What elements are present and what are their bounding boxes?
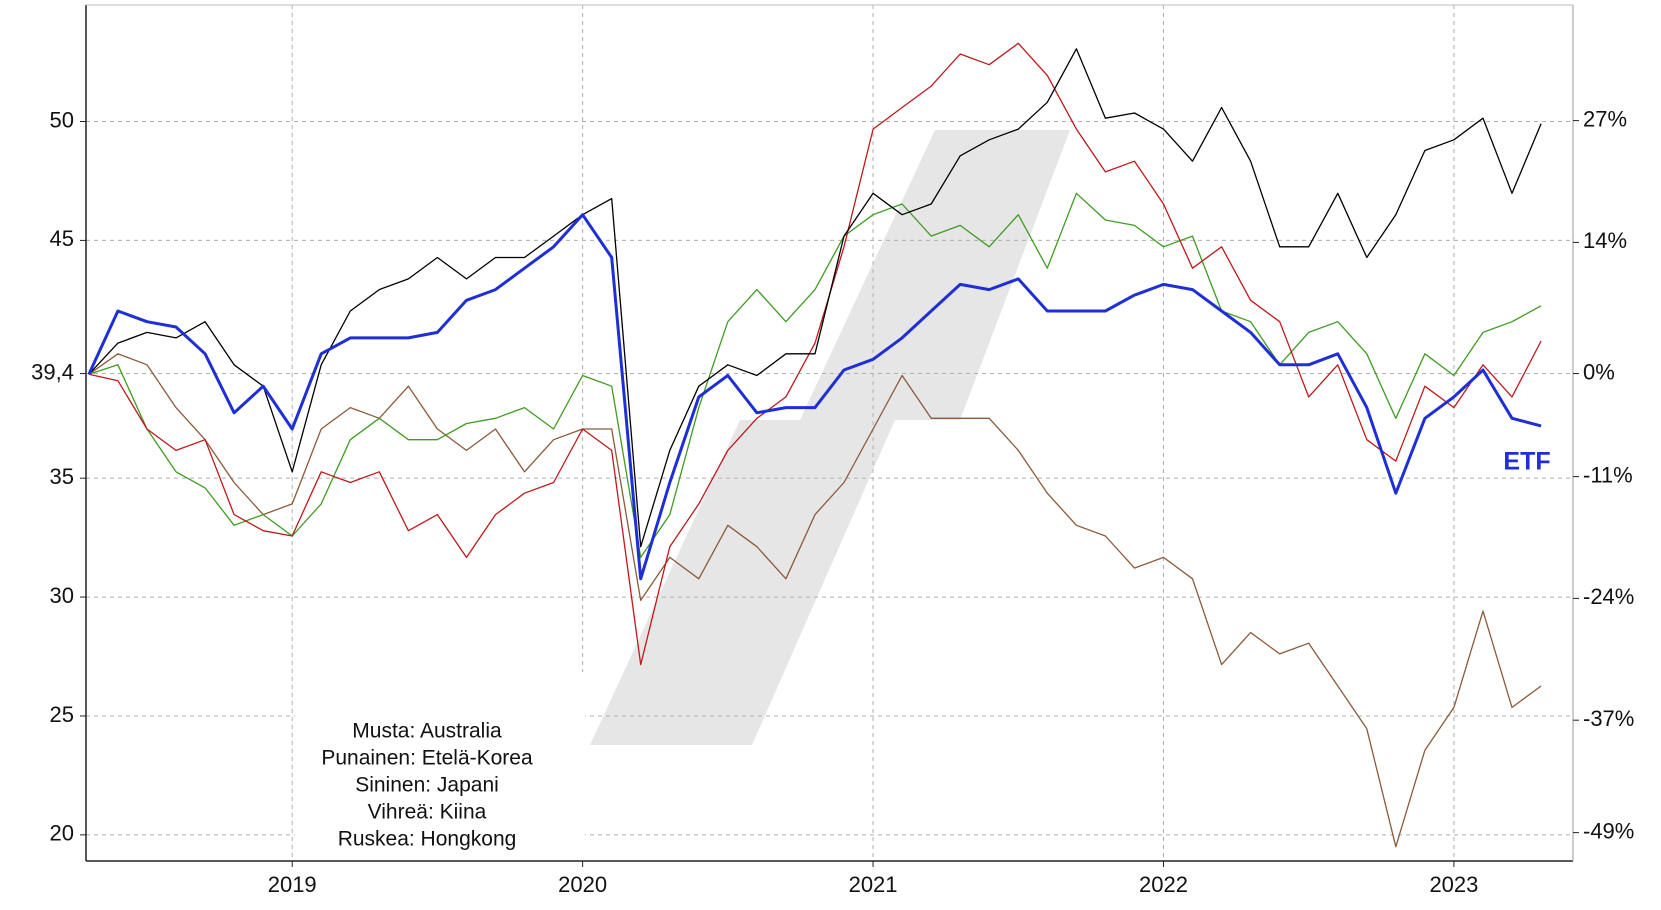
labels: 20 25 30 35 39,4 45 50 27% 14% 0% -11% -24% -37% -49%… [31,106,1634,896]
y2-tick-label: -24% [1583,584,1634,609]
x-tick-label: 2022 [1139,872,1188,897]
y-tick-label: 45 [50,226,74,251]
y-tick-label: 50 [50,107,74,132]
y-tick-label: 20 [50,821,74,846]
series-line [88,42,1542,666]
y2-tick-label: -11% [1583,462,1633,487]
x-tick-label: 2020 [558,872,607,897]
y2-tick-label: -49% [1583,818,1634,843]
legend-background [295,672,585,857]
x-tick-label: 2019 [268,872,317,897]
legend-entry: Ruskea: Hongkong [338,828,517,851]
legend-entry: Punainen: Etelä-Korea [321,747,533,770]
watermark [590,130,1070,745]
y2-tick-label: 0% [1583,359,1615,384]
series-line [88,192,1542,559]
x-tick-label: 2021 [849,872,898,897]
legend-entry: Vihreä: Kiina [368,801,487,824]
y2-tick-label: 14% [1583,228,1627,253]
x-tick-label: 2023 [1429,872,1478,897]
legend: Musta: Australia Punainen: Etelä-Korea Sin… [321,720,533,851]
series-line [87,213,1542,581]
y-tick-label: 25 [50,702,74,727]
legend-entry: Musta: Australia [352,720,502,743]
y-tick-label: 35 [50,464,74,489]
y2-tick-label: -37% [1583,706,1634,731]
series [87,42,1542,848]
legend-entry: Sininen: Japani [355,774,499,797]
annotation: ETF [1503,448,1550,476]
series-line [88,353,1542,848]
y-tick-label: 30 [50,583,74,608]
y2-tick-label: 27% [1583,106,1627,131]
y-tick-label: 39,4 [31,359,74,384]
